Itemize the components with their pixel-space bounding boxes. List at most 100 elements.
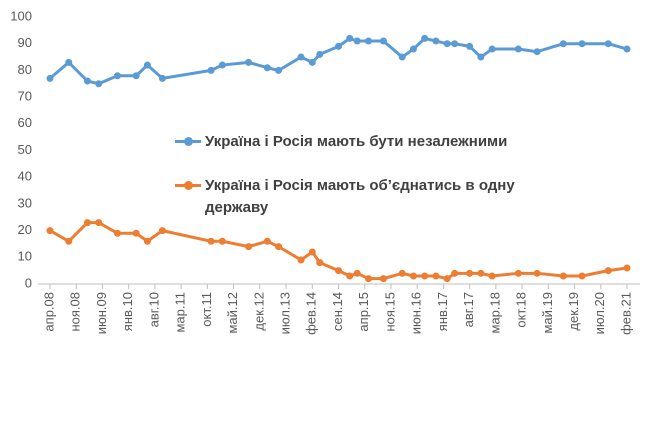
point	[275, 243, 283, 251]
point	[379, 275, 387, 283]
point	[443, 275, 451, 283]
y-tick-label: 100	[10, 8, 32, 23]
x-tick-label: дек.12	[251, 292, 266, 331]
point	[533, 269, 541, 277]
y-tick-label: 90	[18, 35, 32, 50]
point	[113, 229, 121, 237]
y-tick-label: 40	[18, 169, 32, 184]
point	[421, 272, 429, 280]
point	[559, 272, 567, 280]
point	[346, 34, 354, 42]
point	[95, 219, 103, 227]
x-tick-label: янв.17	[435, 292, 450, 331]
y-tick-label: 80	[18, 62, 32, 77]
point	[245, 58, 253, 66]
x-tick-label: июн.16	[409, 292, 424, 334]
point	[623, 264, 631, 272]
point	[65, 58, 73, 66]
point	[477, 269, 485, 277]
legend-label: Україна і Росія мають об’єднатись в одну…	[205, 177, 515, 216]
point	[297, 256, 305, 264]
x-tick-label: янв.10	[120, 292, 135, 331]
point	[409, 45, 417, 53]
point	[353, 269, 361, 277]
point	[623, 45, 631, 53]
point	[514, 45, 522, 53]
point	[604, 40, 612, 48]
point	[421, 34, 429, 42]
point	[346, 272, 354, 280]
x-tick-label: окт.11	[199, 292, 214, 327]
point	[316, 50, 324, 58]
point	[263, 64, 271, 72]
point	[488, 272, 496, 280]
point	[559, 40, 567, 48]
point	[533, 48, 541, 56]
point	[451, 269, 459, 277]
point	[335, 267, 342, 275]
point	[113, 72, 121, 80]
x-tick-label: ноя.15	[382, 292, 397, 332]
point	[207, 237, 215, 245]
point	[477, 53, 485, 61]
point	[364, 37, 372, 45]
y-tick-label: 10	[18, 249, 32, 264]
point	[466, 42, 474, 50]
point	[466, 269, 474, 277]
point	[409, 272, 417, 280]
point	[83, 219, 91, 227]
legend-swatch	[175, 137, 201, 146]
point	[488, 45, 496, 53]
point	[95, 80, 103, 88]
x-tick-label: сен.14	[330, 292, 345, 331]
point	[83, 77, 91, 85]
point	[158, 227, 166, 235]
point	[578, 40, 586, 48]
x-tick-label: окт.18	[514, 292, 529, 328]
point	[132, 229, 140, 237]
x-tick-label: фев.14	[304, 292, 319, 335]
x-tick-label: апр.08	[41, 292, 56, 332]
point	[297, 53, 305, 61]
x-tick-label: июл.13	[277, 292, 292, 334]
x-tick-label: май.19	[540, 292, 555, 334]
legend-entry: Україна і Росія мають об’єднатись в одну…	[175, 175, 555, 219]
point	[578, 272, 586, 280]
x-tick-label: дек.19	[566, 292, 581, 331]
point	[432, 37, 440, 45]
legend-entry: Україна і Росія мають бути незалежними	[175, 131, 555, 153]
y-tick-label: 30	[18, 195, 32, 210]
point	[308, 58, 316, 66]
x-tick-label: мар.18	[487, 292, 502, 333]
point	[604, 267, 612, 275]
point	[451, 40, 459, 48]
x-tick-label: май.12	[225, 292, 240, 334]
y-tick-label: 70	[18, 89, 32, 104]
point	[218, 237, 226, 245]
point	[275, 66, 283, 74]
point	[46, 74, 54, 82]
point	[65, 237, 73, 245]
x-tick-label: июн.09	[94, 292, 109, 334]
y-tick-label: 50	[18, 142, 32, 157]
legend-swatch	[175, 181, 201, 190]
x-tick-label: авг.10	[146, 292, 161, 327]
point	[143, 237, 151, 245]
legend-label: Україна і Росія мають бути незалежними	[205, 133, 508, 150]
point	[364, 275, 372, 283]
x-tick-label: ноя.08	[68, 292, 83, 332]
point	[432, 272, 440, 280]
point	[207, 66, 215, 74]
x-tick-label: авг.17	[461, 292, 476, 327]
point	[218, 61, 226, 69]
y-tick-label: 60	[18, 115, 32, 130]
point	[245, 243, 253, 251]
x-tick-label: мар.11	[173, 292, 188, 333]
x-tick-label: апр.15	[356, 292, 371, 332]
point	[353, 37, 361, 45]
point	[263, 237, 271, 245]
point	[46, 227, 54, 235]
point	[379, 37, 387, 45]
